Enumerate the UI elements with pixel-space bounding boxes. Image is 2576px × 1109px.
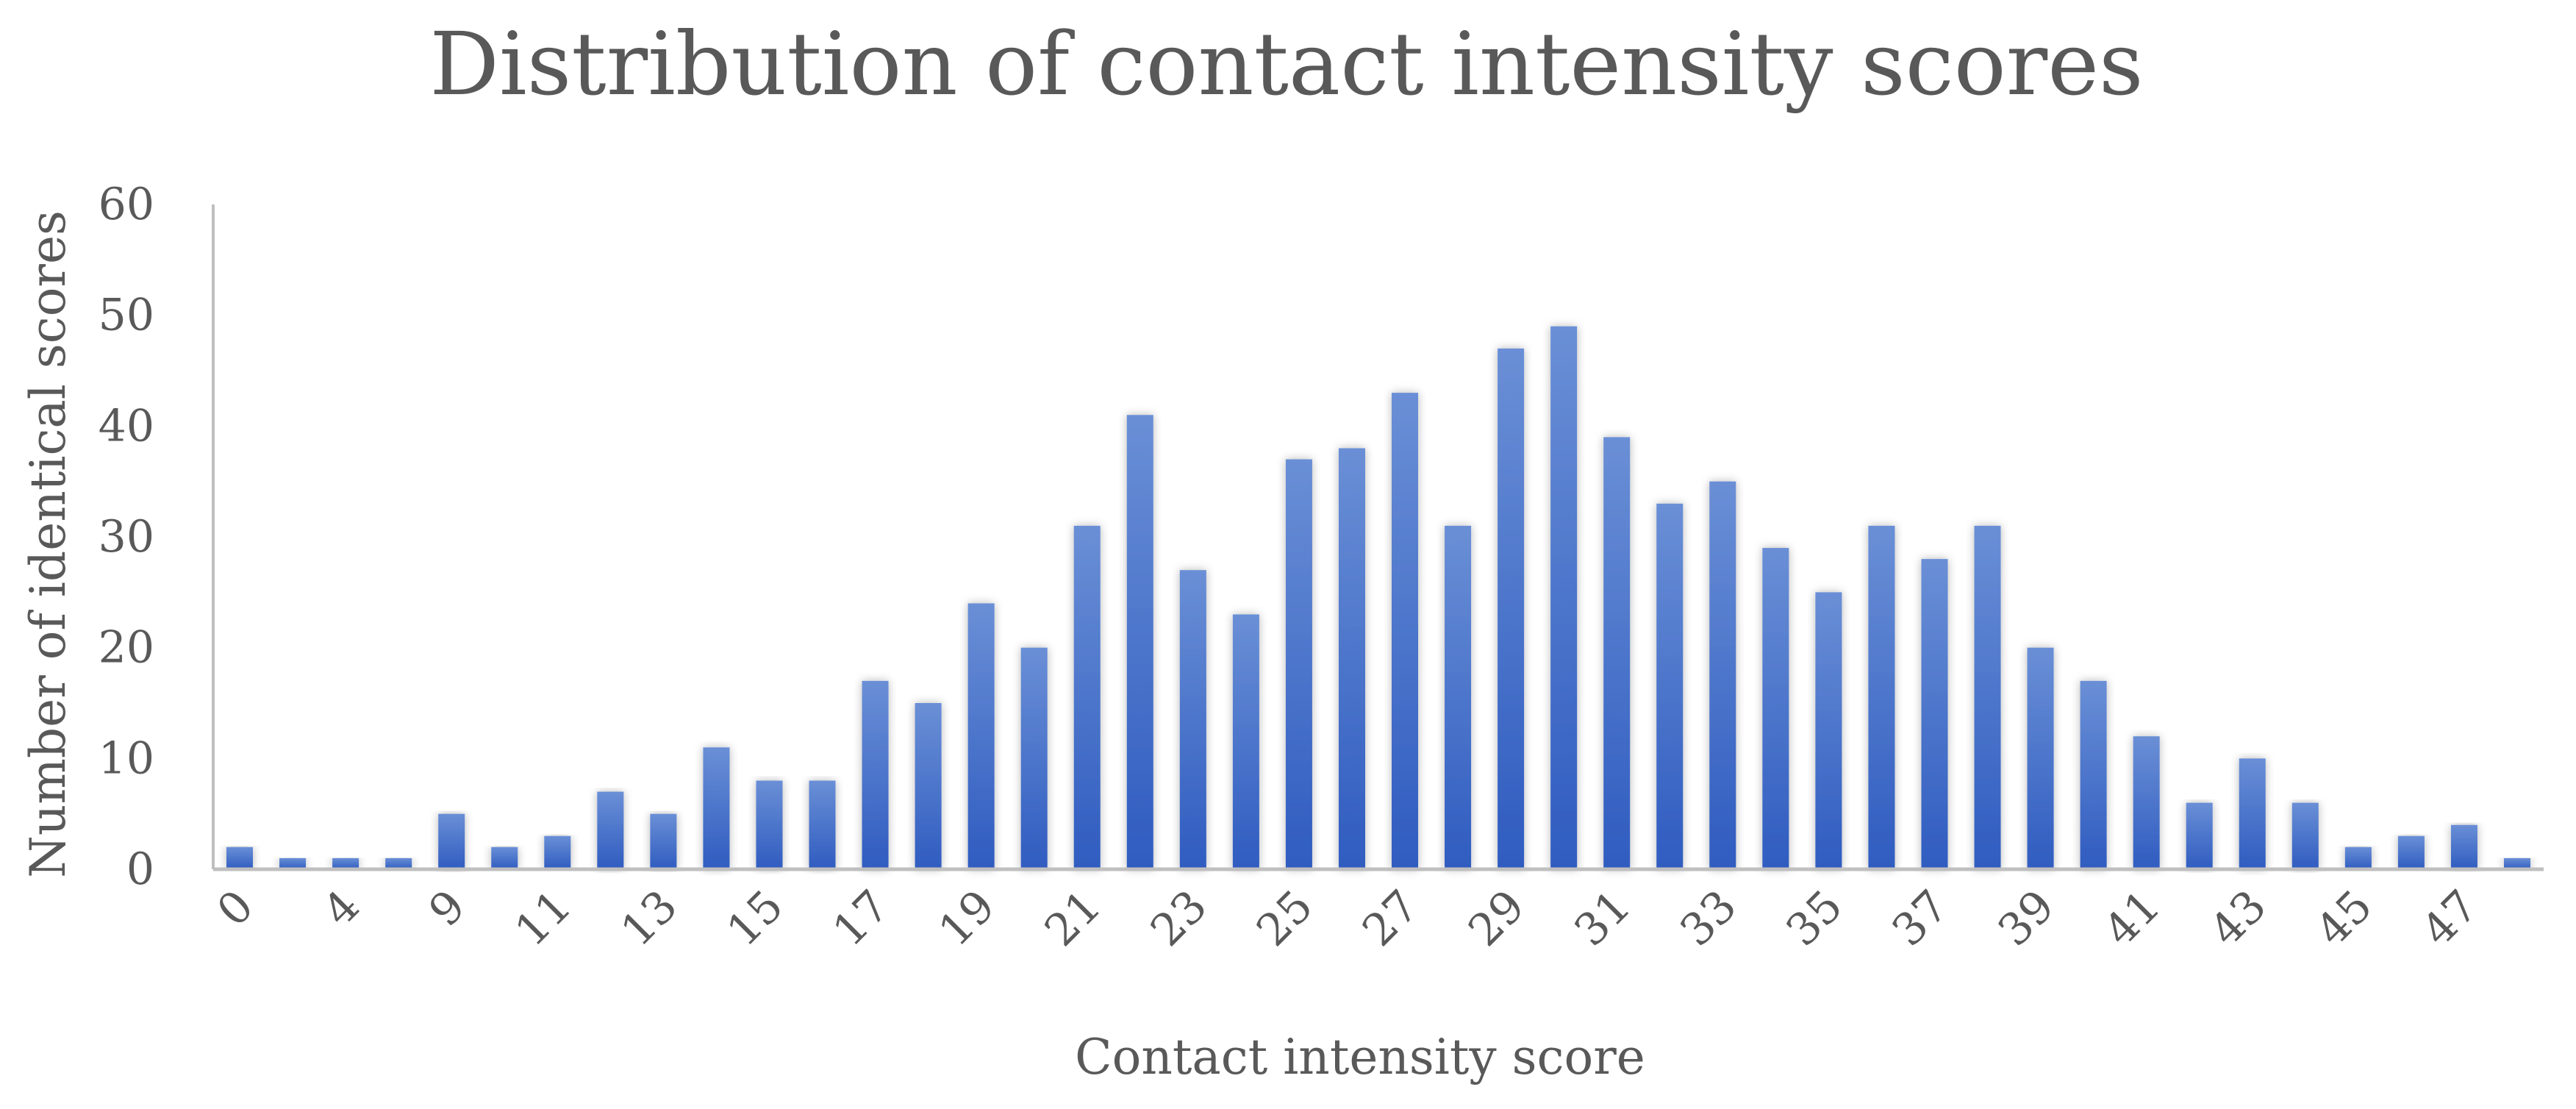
bar-26 <box>1338 448 1365 869</box>
bar-18 <box>915 703 942 869</box>
x-tick-label: 35 <box>1777 880 1853 956</box>
x-tick-label: 33 <box>1670 880 1746 956</box>
bar-23 <box>1179 570 1206 869</box>
bar-10 <box>491 846 518 869</box>
x-tick-label: 17 <box>823 880 899 956</box>
x-tick-label: 41 <box>2094 880 2170 956</box>
x-tick-label: 43 <box>2200 880 2276 956</box>
bar-21 <box>1073 525 1101 869</box>
bar-39 <box>2027 647 2054 869</box>
bar-7 <box>385 857 412 869</box>
x-tick-label: 37 <box>1883 880 1958 956</box>
x-tick-label: 23 <box>1141 880 1217 956</box>
bar-30 <box>1550 326 1578 869</box>
bar-27 <box>1392 393 1419 869</box>
y-tick-label: 60 <box>99 179 154 230</box>
x-tick-label: 25 <box>1247 880 1323 956</box>
bar-20 <box>1020 647 1048 869</box>
x-tick-label: 21 <box>1035 880 1111 956</box>
x-tick-label: 0 <box>207 880 264 937</box>
x-tick-label: 31 <box>1564 880 1640 956</box>
bar-24 <box>1232 614 1259 869</box>
bar-38 <box>1974 525 2001 869</box>
bar-11 <box>544 835 571 869</box>
bar-43 <box>2239 758 2266 869</box>
x-tick-label: 4 <box>313 880 370 937</box>
bar-22 <box>1126 415 1153 869</box>
x-tick-label: 13 <box>612 880 687 956</box>
x-tick-label: 39 <box>1989 880 2064 956</box>
bar-46 <box>2397 835 2425 869</box>
bar-45 <box>2344 846 2372 869</box>
bar-34 <box>1762 548 1789 869</box>
y-tick-label: 10 <box>99 732 154 784</box>
bar-9 <box>438 813 465 869</box>
bar-29 <box>1498 348 1525 869</box>
y-tick-label: 40 <box>99 400 154 452</box>
bar-28 <box>1445 525 1472 869</box>
bar-17 <box>862 680 889 869</box>
x-axis-title: Contact intensity score <box>1075 1029 1645 1085</box>
x-tick-label: 9 <box>419 880 476 937</box>
bar-47 <box>2450 824 2477 869</box>
bar-15 <box>756 780 783 869</box>
bar-3 <box>279 857 307 869</box>
bar-33 <box>1709 481 1736 869</box>
y-tick-label: 20 <box>99 622 154 674</box>
bar-32 <box>1656 503 1684 869</box>
y-axis-title: Number of identical scores <box>20 210 76 878</box>
chart-title: Distribution of contact intensity scores <box>429 13 2143 115</box>
bar-40 <box>2080 680 2107 869</box>
bar-48 <box>2503 857 2530 869</box>
x-tick-label: 29 <box>1459 880 1534 956</box>
bar-0 <box>226 846 254 869</box>
bar-25 <box>1285 459 1312 869</box>
x-tick-label: 45 <box>2306 880 2382 956</box>
bars <box>226 326 2530 869</box>
bar-12 <box>597 791 624 869</box>
bar-31 <box>1603 437 1631 869</box>
x-tick-label: 47 <box>2412 880 2488 956</box>
bar-16 <box>809 780 836 869</box>
bar-36 <box>1868 525 1895 869</box>
y-tick-label: 50 <box>99 290 154 341</box>
x-tick-label: 19 <box>929 880 1005 956</box>
y-tick-label: 30 <box>99 511 154 563</box>
x-tick-label: 27 <box>1353 880 1428 956</box>
bar-19 <box>967 603 995 869</box>
x-tick-label: 11 <box>505 880 581 956</box>
bar-42 <box>2186 802 2213 869</box>
bar-44 <box>2291 802 2319 869</box>
x-axis-ticks: 0 4 9 11 13 15 17 19 21 23 25 27 29 31 33 35 37 39 41 43 45 4… <box>207 880 2488 956</box>
bar-35 <box>1815 592 1842 869</box>
y-axis-ticks: 0 10 20 30 40 50 60 <box>99 179 154 895</box>
bar-13 <box>650 813 677 869</box>
bar-14 <box>703 747 730 869</box>
bar-4 <box>332 857 359 869</box>
bar-41 <box>2133 736 2160 869</box>
y-tick-label: 0 <box>126 844 154 895</box>
x-tick-label: 15 <box>718 880 793 956</box>
bar-37 <box>1921 559 1948 869</box>
